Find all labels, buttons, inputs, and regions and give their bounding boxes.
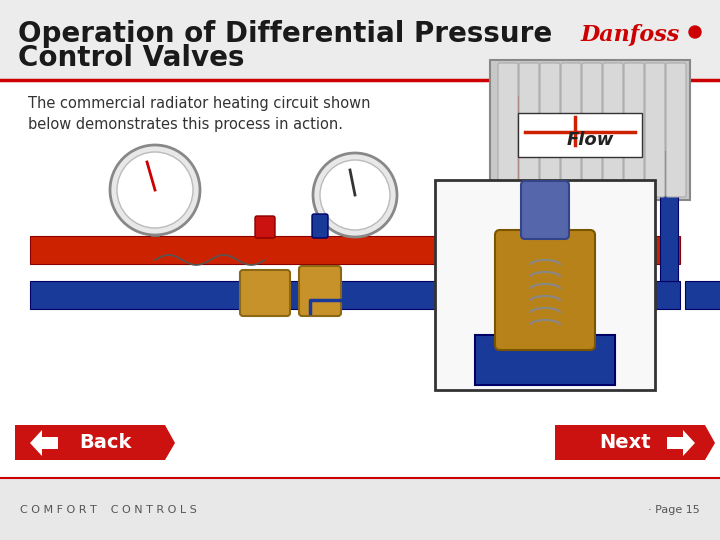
FancyBboxPatch shape: [685, 281, 720, 309]
FancyBboxPatch shape: [518, 113, 642, 157]
FancyBboxPatch shape: [540, 63, 560, 197]
FancyBboxPatch shape: [561, 63, 581, 197]
Text: · Page 15: · Page 15: [648, 505, 700, 515]
FancyBboxPatch shape: [255, 216, 275, 238]
FancyBboxPatch shape: [660, 151, 678, 281]
Circle shape: [110, 145, 200, 235]
FancyBboxPatch shape: [490, 60, 690, 200]
Text: Operation of Differential Pressure: Operation of Differential Pressure: [18, 20, 552, 48]
FancyBboxPatch shape: [312, 214, 328, 238]
Circle shape: [313, 153, 397, 237]
FancyBboxPatch shape: [351, 236, 359, 237]
FancyBboxPatch shape: [240, 270, 290, 316]
Circle shape: [689, 26, 701, 38]
Text: The commercial radiator heating circuit shown
below demonstrates this process in: The commercial radiator heating circuit …: [28, 96, 371, 132]
Text: Danfoss: Danfoss: [581, 24, 680, 46]
Text: Flow: Flow: [567, 131, 613, 149]
Polygon shape: [30, 430, 58, 456]
FancyBboxPatch shape: [0, 478, 720, 540]
FancyBboxPatch shape: [666, 63, 686, 197]
FancyBboxPatch shape: [0, 0, 720, 480]
FancyBboxPatch shape: [475, 335, 615, 385]
Circle shape: [320, 160, 390, 230]
FancyBboxPatch shape: [435, 180, 655, 390]
FancyBboxPatch shape: [645, 63, 665, 197]
FancyBboxPatch shape: [519, 63, 539, 197]
FancyBboxPatch shape: [0, 0, 720, 80]
FancyBboxPatch shape: [495, 230, 595, 350]
Polygon shape: [555, 425, 715, 460]
FancyBboxPatch shape: [521, 181, 569, 239]
FancyBboxPatch shape: [151, 235, 159, 236]
Polygon shape: [15, 425, 175, 460]
Circle shape: [117, 152, 193, 228]
Text: Control Valves: Control Valves: [18, 44, 245, 72]
Text: Back: Back: [78, 434, 131, 453]
Text: C O M F O R T    C O N T R O L S: C O M F O R T C O N T R O L S: [20, 505, 197, 515]
FancyBboxPatch shape: [30, 281, 680, 309]
FancyBboxPatch shape: [30, 236, 680, 264]
Polygon shape: [667, 430, 695, 456]
FancyBboxPatch shape: [299, 266, 341, 316]
Text: Next: Next: [599, 434, 651, 453]
FancyBboxPatch shape: [624, 63, 644, 197]
FancyBboxPatch shape: [498, 63, 518, 197]
FancyBboxPatch shape: [603, 63, 623, 197]
FancyBboxPatch shape: [502, 96, 520, 236]
FancyBboxPatch shape: [582, 63, 602, 197]
